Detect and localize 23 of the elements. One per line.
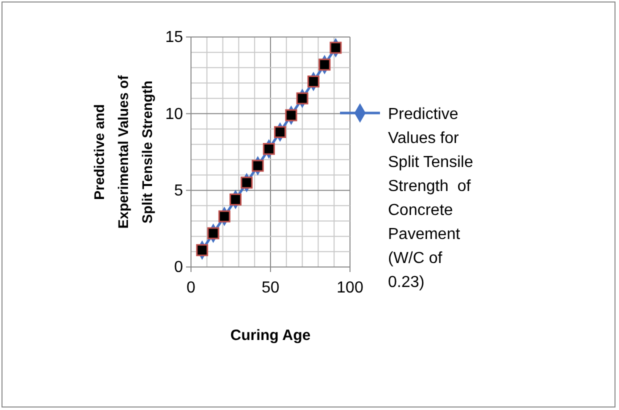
point xyxy=(207,227,220,240)
x-axis-title: Curing Age xyxy=(230,327,311,344)
x-tick-label: 50 xyxy=(262,280,280,297)
y-tick-label: 0 xyxy=(174,259,184,276)
point xyxy=(274,126,286,138)
x-tick-label: 100 xyxy=(336,280,364,297)
y-axis-title: Predictive and Experimental Values of Split Tensile Strength xyxy=(91,75,155,229)
point xyxy=(285,109,298,122)
point xyxy=(296,92,308,104)
y-tick-label: 15 xyxy=(165,29,184,46)
point xyxy=(196,244,208,256)
point xyxy=(218,210,230,222)
point xyxy=(252,160,264,172)
y-tick-label: 10 xyxy=(165,106,184,123)
point xyxy=(240,176,253,189)
point xyxy=(262,142,275,155)
point xyxy=(318,58,331,71)
point xyxy=(307,75,320,88)
legend-label: Predictive Values for Split Tensile Strength of Concrete Pavement (W/C of 0.23) xyxy=(388,106,474,291)
point xyxy=(330,42,342,54)
x-tick-label: 0 xyxy=(186,280,196,297)
y-tick-label: 5 xyxy=(174,182,184,200)
point xyxy=(230,194,242,206)
